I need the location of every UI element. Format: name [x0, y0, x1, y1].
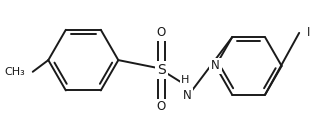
Text: CH₃: CH₃	[4, 67, 25, 77]
Text: H: H	[181, 75, 189, 85]
Text: O: O	[156, 100, 166, 113]
Text: N: N	[211, 59, 220, 72]
Text: N: N	[183, 89, 192, 102]
Text: O: O	[156, 26, 166, 39]
Text: I: I	[307, 26, 310, 39]
Text: S: S	[157, 63, 165, 77]
